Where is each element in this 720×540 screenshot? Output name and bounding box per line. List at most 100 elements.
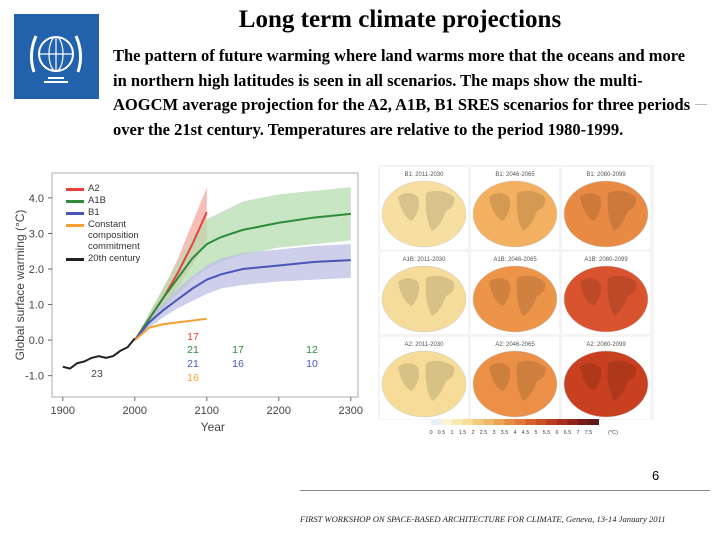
y-tick-label: 2.0 <box>29 264 44 276</box>
legend-swatch <box>66 258 84 261</box>
series-line <box>134 259 351 341</box>
map-land <box>580 275 637 316</box>
map-globe <box>472 180 558 248</box>
x-tick-label: 2000 <box>123 405 147 417</box>
map-grid: B1: 2011-2030 B1: 2046-2065 B1: 2080-2099 A… <box>378 165 654 436</box>
map-title: B1: 2046-2065 <box>495 172 535 178</box>
body-text: The pattern of future warming where land… <box>113 46 691 139</box>
plot-frame <box>51 172 359 398</box>
model-count: 16 <box>232 358 244 370</box>
map-land <box>580 190 637 231</box>
legend-label: Constant composition commitment <box>88 219 140 252</box>
colorbar-label: 2 <box>471 430 474 436</box>
map-land <box>489 190 546 231</box>
colorbar-label: 4 <box>513 430 516 436</box>
colorbar-swatch <box>483 419 494 425</box>
colorbar-label: 5 <box>534 430 537 436</box>
colorbar-swatch <box>578 419 589 425</box>
series-line <box>134 317 207 341</box>
map-title: B1: 2080-2099 <box>586 172 626 178</box>
colorbar-swatch <box>494 419 505 425</box>
colorbar-swatch <box>452 419 463 425</box>
colorbar-swatch <box>431 419 442 425</box>
y-tick-label: 0.0 <box>29 335 44 347</box>
x-tick-label: 1900 <box>51 405 75 417</box>
legend-entry: A2 <box>66 183 178 194</box>
colorbar-label: 6.5 <box>564 430 572 436</box>
uncertainty-band <box>134 187 351 341</box>
map-globe <box>381 265 467 333</box>
x-tick-label: 2300 <box>339 405 363 417</box>
colorbar-label: 0 <box>429 430 432 436</box>
colorbar-label: 1.5 <box>459 430 467 436</box>
colorbar-label: 1 <box>450 430 453 436</box>
map-title: A1B: 2011-2030 <box>403 257 447 263</box>
y-tick-label: 4.0 <box>29 193 44 205</box>
series-line <box>133 212 351 341</box>
uncertainty-band <box>134 244 351 341</box>
colorbar-label: 3.5 <box>501 430 509 436</box>
model-count: 21 <box>187 344 199 356</box>
legend-swatch <box>66 188 84 191</box>
legend-swatch <box>66 200 84 203</box>
map-land <box>398 190 455 231</box>
chart: -1.0 0.0 1.0 2.0 3.0 4.0 1900 2000 2100 2200 2300 Y… <box>13 172 363 434</box>
x-tick-label: 2200 <box>267 405 291 417</box>
footer: FIRST WORKSHOP ON SPACE-BASED ARCHITECTU… <box>300 514 666 524</box>
legend-entry: B1 <box>66 207 178 218</box>
map-globe <box>381 180 467 248</box>
legend-label: A2 <box>88 183 100 194</box>
colorbar-label: (°C) <box>608 430 618 436</box>
colorbar-label: 6 <box>555 430 558 436</box>
map-globe <box>472 350 558 418</box>
model-count: 23 <box>91 368 103 380</box>
legend-label: 20th century <box>88 253 141 264</box>
colorbar-label: 7.5 <box>585 430 593 436</box>
map-land <box>489 360 546 401</box>
page-number: 6 <box>652 468 660 483</box>
colorbar-swatch <box>462 419 473 425</box>
model-count: 10 <box>306 358 318 370</box>
model-count: 12 <box>306 344 318 356</box>
map-title: B1: 2011-2030 <box>405 172 445 178</box>
legend-label: B1 <box>88 207 100 218</box>
colorbar-swatch <box>567 419 578 425</box>
legend-label: A1B <box>88 195 106 206</box>
map-title: A2: 2011-2030 <box>405 342 445 348</box>
legend-entry: Constant composition commitment <box>66 219 178 252</box>
map-globe <box>563 265 649 333</box>
colorbar-label: 0.5 <box>438 430 446 436</box>
y-tick-label: 3.0 <box>29 228 44 240</box>
colorbar-swatch <box>546 419 557 425</box>
colorbar-label: 3 <box>492 430 495 436</box>
map-land <box>398 275 455 316</box>
y-tick-label: 1.0 <box>29 300 44 312</box>
colorbar-swatch <box>515 419 526 425</box>
x-tick-label: 2100 <box>195 405 219 417</box>
wmo-logo <box>14 14 99 99</box>
colorbar-swatch <box>504 419 515 425</box>
colorbar-swatch <box>557 419 568 425</box>
map-globe <box>563 180 649 248</box>
map-title: A1B: 2046-2065 <box>493 257 537 263</box>
legend-entry: 20th century <box>66 253 178 264</box>
x-axis-label: Year <box>201 420 225 434</box>
map-land <box>580 360 637 401</box>
series-line <box>62 337 136 370</box>
decor-line <box>695 104 707 105</box>
colorbar-label: 2.5 <box>480 430 488 436</box>
map-globe <box>563 350 649 418</box>
model-count: 17 <box>232 344 244 356</box>
map-title: A2: 2080-2099 <box>586 342 626 348</box>
y-tick-label: -1.0 <box>25 371 44 383</box>
legend-swatch <box>66 224 84 227</box>
colorbar-label: 7 <box>576 430 579 436</box>
map-title: A1B: 2080-2099 <box>584 257 628 263</box>
slide-title: Long term climate projections <box>238 6 562 33</box>
colorbar-swatch <box>473 419 484 425</box>
colorbar-swatch <box>441 419 452 425</box>
colorbar-swatch <box>536 419 547 425</box>
y-axis-label: Global surface warming (°C) <box>13 210 27 361</box>
model-count: 17 <box>187 331 199 343</box>
